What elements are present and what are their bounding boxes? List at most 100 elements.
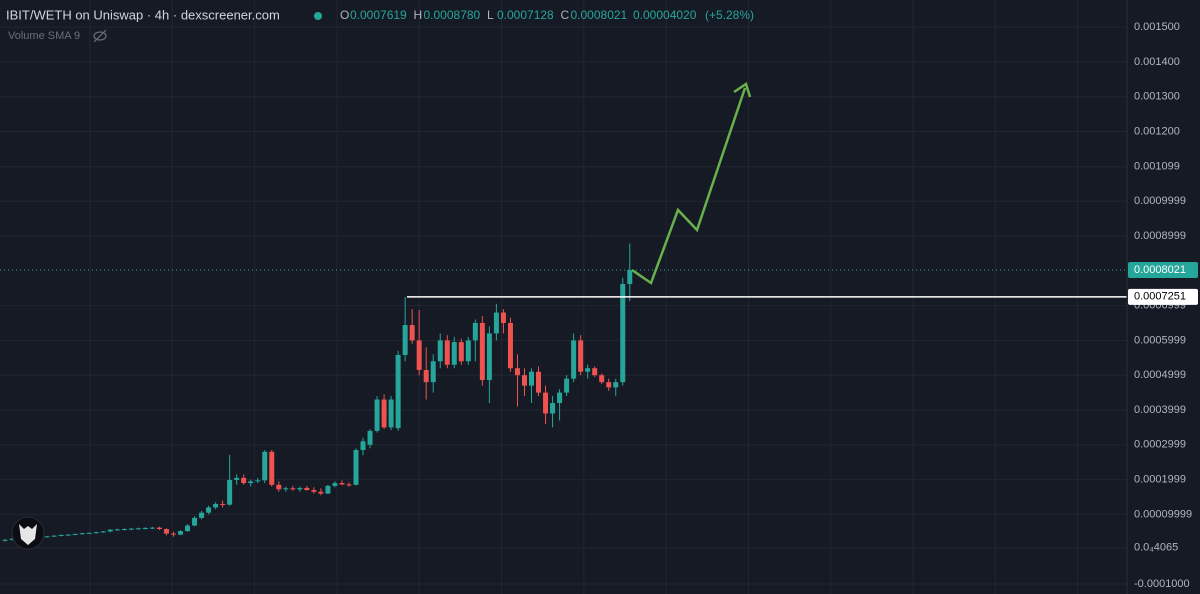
- candle-body: [206, 507, 212, 513]
- candle-body: [121, 529, 127, 531]
- legend-key: H: [414, 8, 423, 22]
- candle-body: [395, 355, 401, 429]
- candle-body: [571, 340, 577, 379]
- candle-body: [199, 512, 205, 518]
- candle-body: [192, 517, 198, 526]
- candle-body: [248, 481, 254, 484]
- candle-body: [521, 375, 527, 386]
- y-tick-label: 0.0002999: [1134, 439, 1186, 451]
- price-grid: [0, 26, 1127, 585]
- candle-body: [86, 532, 92, 534]
- candle-body: [290, 488, 296, 490]
- candle-body: [44, 536, 50, 538]
- candle-body: [297, 487, 303, 490]
- candle-body: [149, 527, 155, 529]
- candle-body: [276, 484, 282, 490]
- candle-body: [325, 485, 331, 494]
- candle-body: [423, 369, 429, 383]
- y-tick-label: 0.0009999: [1134, 195, 1186, 207]
- candle-body: [339, 483, 345, 485]
- candle-body: [564, 378, 570, 393]
- candle-body: [430, 361, 436, 383]
- candle-body: [486, 333, 492, 381]
- candle-body: [444, 340, 450, 365]
- legend-key: C: [561, 8, 570, 22]
- candle-body: [360, 441, 366, 451]
- y-tick-label: 0.0001999: [1134, 474, 1186, 486]
- candle-body: [255, 480, 261, 482]
- candle-body: [332, 483, 338, 486]
- legend-key: O: [340, 8, 349, 22]
- candle-body: [311, 490, 317, 492]
- candle-body: [234, 477, 240, 480]
- candle-body: [269, 451, 275, 485]
- candle-body: [220, 503, 226, 505]
- y-tick-label: 0.0004999: [1134, 369, 1186, 381]
- candles: [0, 243, 1127, 542]
- candle-body: [241, 477, 247, 484]
- candle-body: [163, 529, 169, 534]
- candle-body: [402, 325, 408, 356]
- candle-body: [262, 451, 268, 481]
- candle-body: [613, 382, 619, 388]
- candle-body: [93, 532, 99, 534]
- legend-value: 0.0008780: [424, 8, 481, 22]
- y-tick-label: 0.001400: [1134, 56, 1180, 68]
- y-tick-label: 0.00009999: [1134, 508, 1192, 520]
- y-tick-label: 0.0₄4065: [1134, 542, 1178, 554]
- candle-body: [185, 525, 191, 532]
- candle-body: [585, 368, 591, 372]
- candle-body: [627, 270, 633, 285]
- candle-body: [557, 392, 563, 404]
- y-tick-label: 0.0003999: [1134, 404, 1186, 416]
- candle-body: [550, 403, 556, 414]
- level-box: [1128, 288, 1198, 305]
- candle-body: [304, 487, 310, 491]
- candle-body: [437, 340, 443, 362]
- y-tick-label: 0.001099: [1134, 161, 1180, 173]
- candle-body: [529, 371, 534, 386]
- candle-body: [128, 528, 134, 530]
- change-pct: (+5.28%): [705, 8, 754, 22]
- indicator-label: Volume SMA 9: [8, 30, 80, 42]
- y-tick-label: 0.001500: [1134, 21, 1180, 33]
- y-tick-label: -0.0001000: [1134, 578, 1190, 590]
- candle-body: [514, 368, 520, 376]
- candle-body: [578, 340, 584, 372]
- candle-body: [493, 312, 499, 334]
- candle-body: [156, 527, 162, 530]
- y-tick-label: 0.001300: [1134, 91, 1180, 103]
- candle-body: [107, 529, 113, 532]
- candle-body: [507, 322, 513, 369]
- candle-body: [65, 534, 71, 536]
- candle-body: [2, 539, 8, 541]
- candle-body: [599, 375, 605, 383]
- candle-body: [381, 399, 387, 428]
- logo: [11, 516, 45, 550]
- status-dot[interactable]: [314, 12, 322, 20]
- candle-body: [543, 392, 549, 414]
- candle-body: [500, 312, 506, 323]
- candle-body: [458, 342, 464, 362]
- candle-body: [178, 531, 183, 535]
- candle-body: [170, 533, 176, 535]
- candle-body: [536, 371, 542, 393]
- visibility-icon[interactable]: [93, 29, 107, 43]
- candle-body: [479, 322, 485, 381]
- candle-body: [58, 534, 64, 536]
- candle-body: [353, 450, 359, 485]
- last-price-box: [1128, 262, 1198, 279]
- candle-body: [346, 484, 352, 486]
- y-tick-label: 0.001200: [1134, 125, 1180, 137]
- candle-body: [465, 340, 471, 362]
- candle-body: [9, 538, 15, 540]
- y-tick-label: 0.0008999: [1134, 230, 1186, 242]
- y-tick-label: 0.0005999: [1134, 334, 1186, 346]
- candle-body: [451, 342, 457, 365]
- legend-value: 0.0007619: [350, 8, 407, 22]
- candle-body: [620, 284, 626, 383]
- candle-body: [367, 430, 373, 445]
- chart-title: IBIT/WETH on Uniswap · 4h · dexscreener.…: [6, 7, 280, 22]
- candle-body: [100, 531, 106, 533]
